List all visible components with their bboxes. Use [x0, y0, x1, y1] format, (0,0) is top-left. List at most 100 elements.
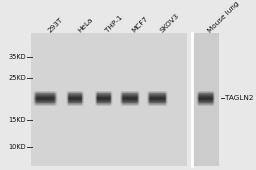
- Bar: [66, 91, 84, 92]
- Bar: [33, 91, 34, 106]
- Bar: [120, 100, 140, 101]
- Bar: [112, 91, 113, 106]
- Bar: [33, 102, 58, 103]
- Bar: [66, 97, 84, 98]
- Bar: [120, 91, 122, 106]
- Bar: [33, 100, 58, 101]
- Bar: [147, 100, 168, 101]
- Bar: [166, 91, 168, 106]
- Bar: [120, 91, 123, 106]
- Bar: [33, 91, 35, 106]
- Bar: [66, 104, 84, 105]
- Bar: [138, 91, 140, 106]
- Bar: [33, 91, 36, 106]
- Bar: [196, 97, 215, 98]
- Bar: [95, 91, 97, 106]
- Bar: [120, 99, 140, 100]
- Bar: [95, 91, 98, 106]
- Bar: [166, 91, 168, 106]
- Bar: [95, 98, 113, 99]
- Bar: [212, 91, 215, 106]
- Bar: [95, 96, 113, 97]
- Bar: [83, 91, 84, 106]
- Bar: [110, 91, 113, 106]
- Bar: [165, 91, 168, 106]
- Bar: [56, 91, 58, 106]
- Bar: [139, 91, 140, 106]
- Bar: [66, 91, 68, 106]
- Bar: [33, 106, 58, 107]
- Bar: [66, 91, 68, 106]
- Bar: [33, 90, 58, 91]
- Bar: [95, 93, 113, 94]
- Bar: [95, 99, 113, 100]
- Bar: [95, 91, 98, 106]
- Bar: [196, 91, 199, 106]
- Bar: [147, 91, 149, 106]
- Bar: [33, 105, 58, 106]
- Bar: [95, 92, 113, 93]
- Bar: [33, 104, 58, 105]
- Bar: [120, 90, 140, 91]
- Bar: [66, 91, 69, 106]
- Bar: [95, 103, 113, 104]
- Bar: [196, 105, 215, 106]
- Bar: [111, 91, 113, 106]
- Bar: [192, 33, 219, 166]
- Text: MCF7: MCF7: [131, 16, 150, 34]
- Bar: [166, 91, 168, 106]
- Bar: [66, 98, 84, 99]
- Bar: [120, 104, 140, 105]
- Bar: [147, 91, 150, 106]
- Bar: [196, 93, 215, 94]
- Bar: [66, 91, 67, 106]
- Bar: [120, 93, 140, 94]
- Bar: [196, 98, 215, 99]
- Bar: [147, 105, 168, 106]
- Bar: [120, 91, 121, 106]
- Text: 25KD: 25KD: [8, 75, 26, 81]
- Bar: [66, 90, 84, 91]
- Bar: [147, 97, 168, 98]
- Bar: [147, 104, 168, 105]
- Bar: [120, 91, 123, 106]
- Bar: [33, 91, 37, 106]
- Bar: [66, 105, 84, 106]
- Bar: [57, 91, 58, 106]
- Bar: [214, 91, 215, 106]
- Text: 15KD: 15KD: [9, 117, 26, 123]
- Bar: [95, 91, 97, 106]
- Bar: [120, 96, 140, 97]
- Bar: [95, 105, 113, 106]
- Bar: [196, 91, 197, 106]
- Bar: [120, 95, 140, 96]
- Bar: [120, 91, 122, 106]
- Bar: [83, 91, 84, 106]
- Bar: [120, 94, 140, 95]
- Bar: [147, 103, 168, 104]
- Bar: [120, 101, 140, 102]
- Bar: [196, 100, 215, 101]
- Bar: [33, 91, 34, 106]
- Bar: [196, 96, 215, 97]
- Bar: [82, 91, 84, 106]
- Bar: [147, 91, 168, 92]
- Bar: [33, 91, 58, 92]
- Bar: [120, 92, 140, 93]
- Bar: [196, 102, 215, 103]
- Bar: [66, 99, 84, 100]
- Bar: [66, 101, 84, 102]
- Text: THP-1: THP-1: [105, 15, 124, 34]
- Bar: [111, 91, 113, 106]
- Bar: [110, 91, 113, 106]
- Bar: [137, 91, 140, 106]
- Text: TAGLN2: TAGLN2: [225, 95, 254, 101]
- Bar: [66, 103, 84, 104]
- Bar: [95, 91, 96, 106]
- Bar: [66, 93, 84, 94]
- Bar: [167, 91, 168, 106]
- Text: 10KD: 10KD: [9, 144, 26, 150]
- Bar: [66, 91, 69, 106]
- Bar: [167, 91, 168, 106]
- Bar: [196, 92, 215, 93]
